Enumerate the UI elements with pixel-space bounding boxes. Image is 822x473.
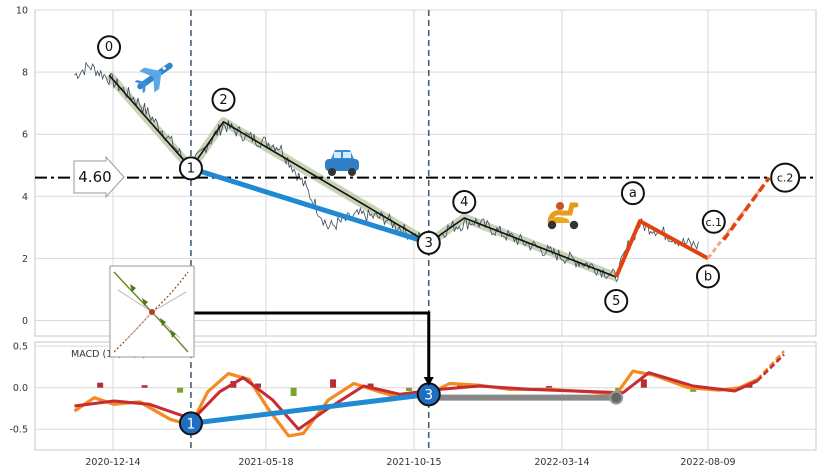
histogram-bar <box>141 385 148 388</box>
abc-path <box>614 176 771 278</box>
pivot-label: 1 <box>187 161 195 176</box>
macd-forecast-line <box>756 350 785 381</box>
trend-line <box>188 165 432 246</box>
price-line <box>74 61 699 283</box>
pivot-circle <box>620 181 645 206</box>
airplane-icon <box>134 62 173 94</box>
car-icon <box>325 150 359 176</box>
price-y-tick-label: 2 <box>22 254 28 265</box>
pivot-label: b <box>704 269 712 284</box>
support-level-label: 4.60 <box>78 168 111 186</box>
x-tick-label: 2022-03-14 <box>534 457 589 468</box>
pivot-label: 4 <box>460 195 468 210</box>
pivot-circle <box>696 264 720 289</box>
histogram-bar <box>367 383 374 388</box>
histogram-bar <box>255 383 262 388</box>
connector-bracket <box>190 311 431 383</box>
divergence-connector <box>190 311 434 386</box>
macd-y-tick-label: 0.0 <box>13 383 28 394</box>
pivot-circle <box>452 190 477 215</box>
histogram-bar <box>546 386 553 388</box>
pivot-label: 3 <box>425 236 433 251</box>
pivot-label: c.2 <box>777 172 794 185</box>
wave-path <box>108 74 617 278</box>
pivot-label: 2 <box>219 93 227 108</box>
macd-pivot-label: 1 <box>186 416 195 432</box>
connector-arrowhead <box>423 377 434 386</box>
price-y-tick-label: 10 <box>16 6 28 17</box>
histogram-bar <box>640 379 647 388</box>
x-tick-label: 2020-12-14 <box>85 457 140 468</box>
price-y-tick-label: 8 <box>22 68 28 79</box>
macd-y-ticks: 0.5 0.0 -0.5 <box>9 342 28 436</box>
pivot-circle <box>604 289 629 314</box>
price-y-tick-label: 6 <box>22 130 28 141</box>
histogram-bar <box>406 387 413 392</box>
pivot-label: 5 <box>612 294 620 309</box>
pivot-label: a <box>629 186 637 201</box>
price-y-tick-label: 0 <box>22 316 28 327</box>
x-tick-label: 2021-05-18 <box>238 457 293 468</box>
pivot-circle <box>178 156 203 181</box>
pivot-circle <box>701 209 726 234</box>
histogram-bar <box>330 379 337 388</box>
macd-y-tick-label: -0.5 <box>9 425 28 436</box>
wave-path-line <box>108 74 617 278</box>
signal-forecast-line <box>756 353 785 382</box>
macd-y-tick-label: 0.5 <box>13 342 28 353</box>
price-y-tick-label: 4 <box>22 192 28 203</box>
macd-divergence: 13 <box>178 382 624 436</box>
macd-divergence-line <box>188 391 432 426</box>
macd-panel: 0.50.0-0.5 13 MACD (12,26,9) <box>9 341 817 451</box>
pivot-circle <box>97 35 122 60</box>
histogram-bar <box>290 387 297 396</box>
histogram-bar <box>177 387 184 393</box>
flat-segment-end <box>609 390 624 405</box>
pivot-labels: 0 1 2 3 4 5 a b c.1 c.2 <box>97 35 801 314</box>
pivot-label: 0 <box>105 40 113 55</box>
macd-title: MACD (12,26,9) <box>71 349 146 360</box>
x-tick-label: 2022-08-09 <box>680 457 735 468</box>
pivot-circle <box>211 87 236 112</box>
macd-pivot-label: 3 <box>424 387 433 403</box>
pivot-circle <box>770 162 801 193</box>
macd-pivot-circle <box>178 411 203 436</box>
support-price-tag: 4.60 <box>73 155 125 199</box>
pivot-circle <box>416 230 441 255</box>
scooter-icon <box>547 202 579 230</box>
abc-solid-line <box>614 219 709 278</box>
histogram-bar <box>97 382 104 388</box>
trend-line-segment <box>188 165 432 246</box>
abc-forecast-line <box>722 176 771 241</box>
price-series <box>74 61 699 283</box>
x-tick-label: 2021-10-15 <box>386 457 441 468</box>
price-y-ticks: 0 2 4 6 8 10 <box>16 6 28 327</box>
pivot-label: c.1 <box>706 216 723 229</box>
histogram-bar <box>690 387 697 392</box>
fractal-thumbnail-icon <box>109 265 195 358</box>
x-axis-ticks: 2020-12-14 2021-05-18 2021-10-15 2022-03-14… <box>85 457 735 468</box>
